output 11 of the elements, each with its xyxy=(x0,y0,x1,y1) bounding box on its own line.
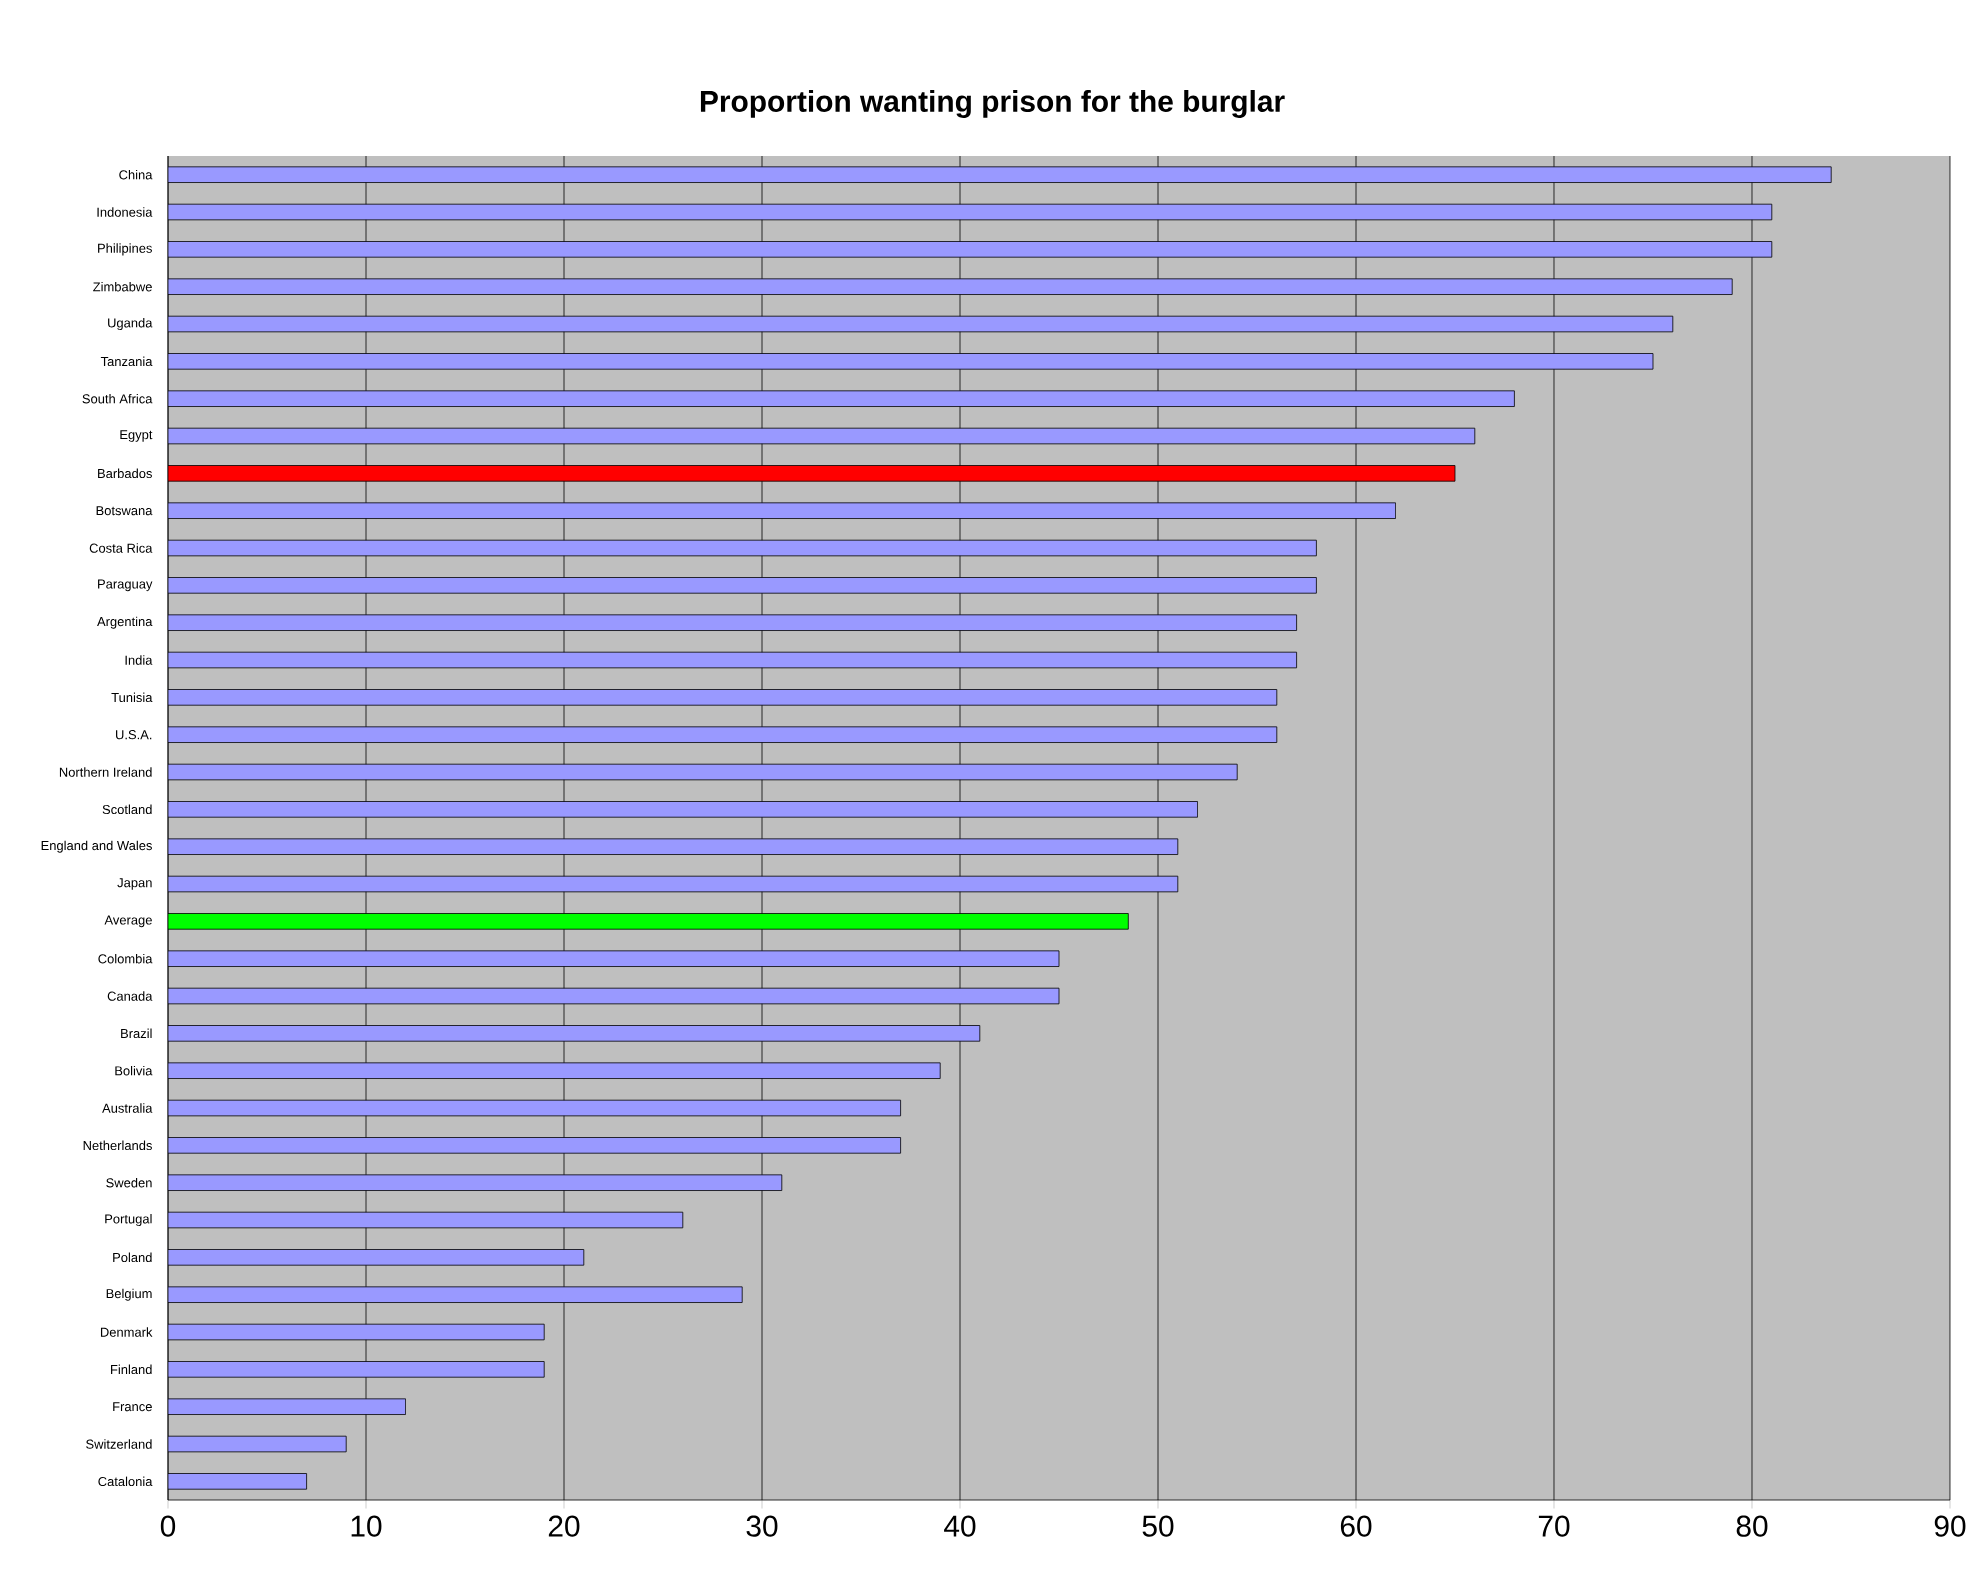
x-tick-label: 20 xyxy=(548,1515,580,1537)
x-tick-label: 0 xyxy=(160,1515,176,1537)
x-tick-label: 10 xyxy=(351,1515,382,1537)
x-tick-label: 50 xyxy=(1142,1515,1174,1537)
x-tick-label: 30 xyxy=(746,1515,778,1537)
x-tick-label: 60 xyxy=(1340,1515,1372,1537)
x-tick-label: 90 xyxy=(1934,1515,1966,1537)
x-tick-label: 70 xyxy=(1538,1515,1570,1537)
x-tick-label: 40 xyxy=(944,1515,976,1537)
x-tick-label: 80 xyxy=(1736,1515,1768,1537)
chart-title: Proportion wanting prison for the burglar xyxy=(700,89,1285,118)
